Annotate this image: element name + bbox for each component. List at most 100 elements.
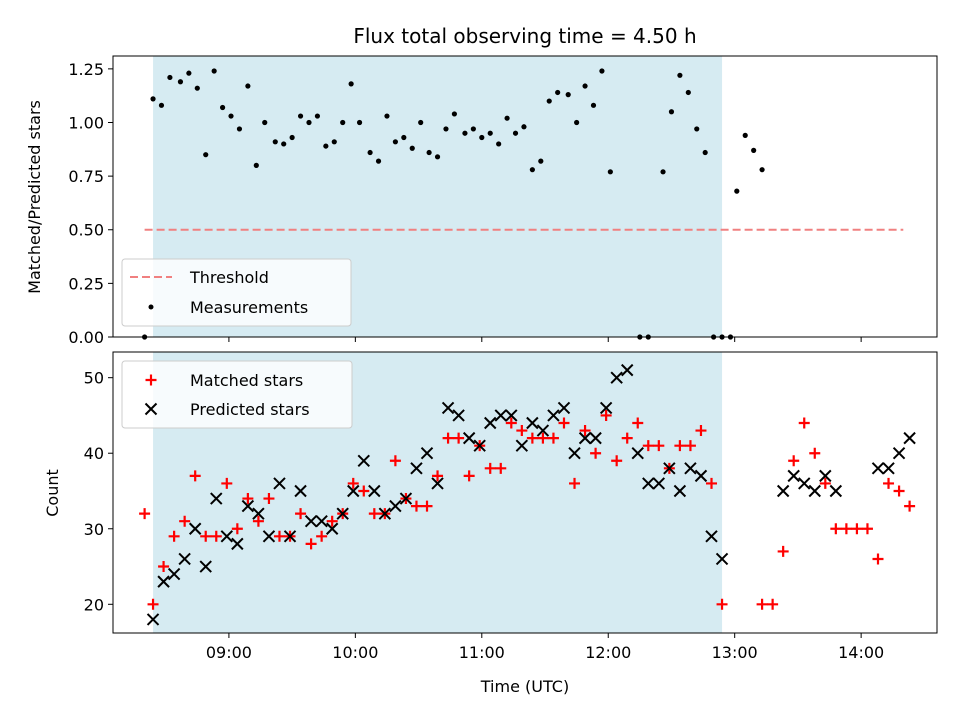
measurement-point bbox=[734, 188, 740, 194]
x-tick-label: 13:00 bbox=[712, 643, 758, 662]
count-x-axis: 09:00 10:00 11:00 12:00 13:00 14:00 bbox=[206, 633, 884, 662]
predicted-star-point bbox=[526, 416, 539, 430]
predicted-star-point bbox=[787, 469, 800, 483]
matched-star-point bbox=[358, 485, 370, 497]
measurement-point bbox=[470, 126, 476, 132]
predicted-star-point bbox=[368, 484, 381, 498]
predicted-star-point bbox=[399, 492, 413, 505]
predicted-star-point bbox=[231, 537, 244, 551]
matched-star-point bbox=[537, 432, 549, 444]
predicted-star-point bbox=[515, 439, 529, 452]
predicted-star-point bbox=[631, 447, 644, 460]
matched-star-point bbox=[221, 477, 233, 489]
predicted-star-point bbox=[599, 401, 613, 415]
matched-star-point bbox=[653, 440, 665, 452]
predicted-star-point bbox=[357, 454, 370, 467]
matched-star-point bbox=[579, 425, 591, 437]
measurement-point bbox=[521, 124, 527, 130]
ratio-legend-box bbox=[121, 258, 352, 327]
matched-star-point bbox=[210, 530, 222, 542]
measurement-point bbox=[367, 149, 373, 156]
predicted-star-point bbox=[199, 560, 212, 573]
matched-star-point bbox=[861, 523, 873, 535]
measurement-point bbox=[496, 141, 502, 147]
measurement-point bbox=[512, 130, 519, 136]
measurement-point bbox=[565, 92, 571, 98]
measurement-point bbox=[401, 134, 407, 141]
matched-star-point bbox=[421, 500, 433, 512]
matched-star-point bbox=[830, 523, 842, 535]
measurements-legend-swatch bbox=[148, 304, 154, 310]
matched-star-point bbox=[179, 515, 191, 527]
predicted-star-point bbox=[547, 409, 560, 422]
predicted-star-point bbox=[178, 552, 191, 566]
y-tick-label: 1.00 bbox=[68, 113, 104, 132]
y-tick-label: 50 bbox=[84, 369, 104, 388]
predicted-star-point bbox=[336, 507, 349, 520]
predicted-star-point bbox=[621, 363, 634, 377]
matched-star-point bbox=[316, 530, 328, 542]
measurement-point bbox=[599, 68, 605, 74]
measurement-point bbox=[529, 167, 535, 173]
count-y-axis-label: Count bbox=[43, 469, 62, 517]
matched-star-point bbox=[809, 447, 821, 459]
measurement-point bbox=[306, 119, 312, 126]
measurement-point bbox=[219, 104, 226, 111]
matched-star-point bbox=[305, 538, 317, 550]
predicted-star-point bbox=[871, 462, 885, 475]
measurement-point bbox=[331, 139, 337, 145]
threshold-legend-label: Threshold bbox=[189, 268, 269, 287]
matched-star-point bbox=[484, 462, 496, 474]
predicted-star-point bbox=[283, 530, 297, 543]
predicted-star-point bbox=[410, 462, 423, 475]
count-legend: Matched stars Predicted stars bbox=[121, 360, 353, 429]
matched-star-point bbox=[139, 508, 151, 520]
predicted-star-point bbox=[210, 492, 223, 505]
measurement-point bbox=[668, 109, 675, 115]
predicted-star-point bbox=[705, 530, 718, 543]
matched-star-point bbox=[368, 508, 380, 520]
x-tick-label: 11:00 bbox=[459, 643, 505, 662]
ratio-x-ticks bbox=[228, 337, 862, 342]
predicted-star-point bbox=[484, 416, 497, 430]
matched-star-point bbox=[252, 515, 264, 527]
matched-star-point bbox=[295, 508, 307, 520]
x-tick-label: 14:00 bbox=[838, 643, 884, 662]
predicted-star-point bbox=[441, 401, 455, 415]
predicted-star-point bbox=[315, 514, 328, 528]
predicted-star-point bbox=[578, 431, 592, 445]
measurement-point bbox=[555, 89, 561, 96]
matched-star-point bbox=[642, 440, 654, 452]
y-tick-label: 1.25 bbox=[68, 60, 104, 79]
measurement-point bbox=[245, 83, 251, 89]
predicted-star-point bbox=[494, 409, 507, 422]
matched-star-point bbox=[168, 530, 180, 542]
y-tick-label: 0.00 bbox=[68, 328, 104, 347]
matched-star-point bbox=[674, 440, 686, 452]
matched-star-point bbox=[505, 417, 517, 429]
predicted-star-point bbox=[188, 522, 202, 535]
matched-star-point bbox=[767, 598, 779, 610]
measurement-point bbox=[751, 147, 757, 153]
matched-star-point bbox=[819, 477, 831, 489]
predicted-star-point bbox=[903, 431, 916, 445]
measurement-point bbox=[409, 145, 415, 151]
predicted-legend-label: Predicted stars bbox=[190, 400, 310, 419]
measurement-point bbox=[479, 134, 485, 141]
figure-title: Flux total observing time = 4.50 h bbox=[353, 24, 696, 48]
measurement-point bbox=[582, 83, 588, 89]
y-tick-label: 0.75 bbox=[68, 167, 104, 186]
count-legend-box bbox=[121, 360, 353, 429]
measurement-point bbox=[158, 102, 165, 108]
predicted-star-point bbox=[673, 484, 687, 498]
measurement-point bbox=[384, 113, 390, 119]
measurement-point bbox=[253, 162, 259, 168]
matched-star-point bbox=[326, 515, 338, 527]
matched-star-point bbox=[695, 425, 707, 437]
matched-star-point bbox=[147, 598, 159, 610]
matched-star-point bbox=[684, 440, 696, 452]
predicted-star-point bbox=[262, 530, 276, 543]
predicted-star-point bbox=[325, 522, 339, 535]
predicted-star-point bbox=[798, 477, 811, 490]
